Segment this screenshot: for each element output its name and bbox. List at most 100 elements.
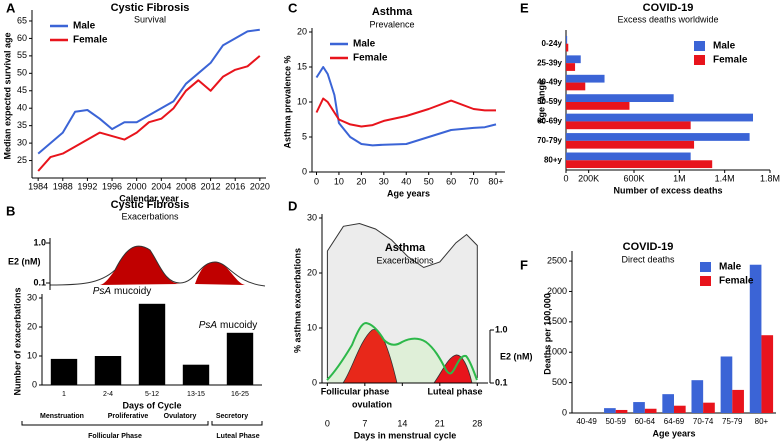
annotation: PsA mucoidy <box>93 286 152 297</box>
panel-d-layer <box>326 222 478 384</box>
chart-subtitle: Prevalence <box>369 19 414 29</box>
bar <box>566 74 605 83</box>
x-tick-label: 2004 <box>151 181 171 191</box>
bar <box>566 82 586 91</box>
x-tick-label: 60-64 <box>635 417 656 426</box>
annotation-part: PsA <box>199 320 218 331</box>
x-tick-label: 200K <box>578 173 599 183</box>
x-tick-label: 28 <box>472 418 482 428</box>
x-tick-label: 75-79 <box>722 417 743 426</box>
y-tick-label: 45 <box>17 85 27 95</box>
y2-tick-label: 0.1 <box>33 277 46 287</box>
phase-label: Proliferative <box>108 413 149 420</box>
legend-label: Female <box>353 53 388 64</box>
x-tick-label: 1.4M <box>715 173 735 183</box>
annotation-part: PsA <box>93 286 112 297</box>
y2-tick-label: 1.0 <box>495 324 508 334</box>
series-line <box>37 55 261 172</box>
chart-title: Asthma <box>372 6 413 18</box>
bar <box>691 380 704 413</box>
panel-letter: F <box>520 257 528 272</box>
y-tick-label: 0 <box>562 407 567 417</box>
x-tick-label: 16-25 <box>231 391 249 398</box>
y-tick-label: 30 <box>27 292 37 302</box>
legend-label: Male <box>353 39 376 50</box>
x-axis-label: Age years <box>652 428 695 438</box>
x-tick-label: 70-74 <box>693 417 714 426</box>
y-tick-label: 1500 <box>547 316 567 326</box>
x-tick-label: 20 <box>356 176 366 186</box>
y-axis-label: Median expected survival age <box>2 32 12 159</box>
y-tick-label: 60-69y <box>537 117 562 126</box>
chart-subtitle: Direct deaths <box>621 254 675 264</box>
bar <box>182 364 210 385</box>
chart-subtitle: Survival <box>134 14 166 24</box>
legend-label: Female <box>73 35 108 46</box>
x-tick-label: 1.8M <box>760 173 780 183</box>
bar <box>50 358 78 385</box>
x-tick-label: 21 <box>435 418 445 428</box>
bar <box>566 140 695 149</box>
e2-peak <box>342 329 398 384</box>
y2-axis-label: E2 (nM) <box>8 256 41 266</box>
y2-tick-label: 0.1 <box>495 377 508 387</box>
y-tick-label: 60 <box>17 33 27 43</box>
y-tick-label: 25-39y <box>537 58 562 67</box>
x-tick-label: 64-69 <box>664 417 685 426</box>
y-tick-label: 10 <box>307 322 317 332</box>
y-tick-label: 500 <box>552 377 567 387</box>
x-tick-label: 0 <box>314 176 319 186</box>
legend-swatch <box>700 262 711 272</box>
y-tick-label: 2000 <box>547 286 567 296</box>
x-tick-label: 2012 <box>201 181 221 191</box>
phase-group-label: Follicular Phase <box>88 433 142 440</box>
bar <box>138 303 166 385</box>
x-tick-label: 14 <box>397 418 407 428</box>
annotation: Follicular phase <box>321 386 390 396</box>
y-tick-label: 40 <box>17 103 27 113</box>
y-axis-label: Asthma prevalence % <box>282 55 292 148</box>
phase-label: Menstruation <box>40 413 84 420</box>
bar <box>615 409 628 413</box>
annotation-part: mucoidy <box>220 320 257 331</box>
bar <box>633 402 645 413</box>
x-axis-label: Days in menstrual cycle <box>354 430 457 440</box>
e2-peak <box>433 354 473 384</box>
x-tick-label: 1992 <box>77 181 97 191</box>
x-tick-label: 1988 <box>53 181 73 191</box>
y-axis-label: % asthma exacerbations <box>292 248 302 353</box>
legend-swatch <box>694 41 705 51</box>
legend-label: Female <box>719 276 754 287</box>
bar <box>720 356 733 413</box>
e2-peak <box>100 246 180 285</box>
y-tick-label: 30 <box>17 137 27 147</box>
y-tick-label: 0 <box>32 379 37 389</box>
x-tick-label: 5-12 <box>145 391 159 398</box>
x-tick-label: 1996 <box>102 181 122 191</box>
x-tick-label: 2016 <box>225 181 245 191</box>
x-tick-label: 13-15 <box>187 391 205 398</box>
chart-title: COVID-19 <box>623 241 674 253</box>
bar <box>566 35 568 44</box>
bar <box>566 133 750 141</box>
y-tick-label: 5 <box>302 131 307 141</box>
phase-bracket <box>211 421 263 426</box>
chart-subtitle: Exacerbations <box>376 255 434 265</box>
bar <box>566 160 713 169</box>
y-tick-label: 1000 <box>547 347 567 357</box>
chart-title: Cystic Fibrosis <box>111 2 190 14</box>
e2-curve <box>49 245 266 287</box>
chart-title: Asthma <box>385 242 426 254</box>
bar <box>761 335 774 413</box>
bar <box>566 102 630 110</box>
x-tick-label: 50-59 <box>605 417 626 426</box>
x-axis-label: Number of excess deaths <box>613 185 722 195</box>
bar <box>749 264 762 413</box>
panel-letter: A <box>6 0 16 15</box>
x-tick-label: 600K <box>623 173 644 183</box>
phase-label: Secretory <box>216 413 248 420</box>
annotation: ovulation <box>352 399 392 409</box>
y-tick-label: 20 <box>307 267 317 277</box>
annotation: Luteal phase <box>427 386 482 396</box>
